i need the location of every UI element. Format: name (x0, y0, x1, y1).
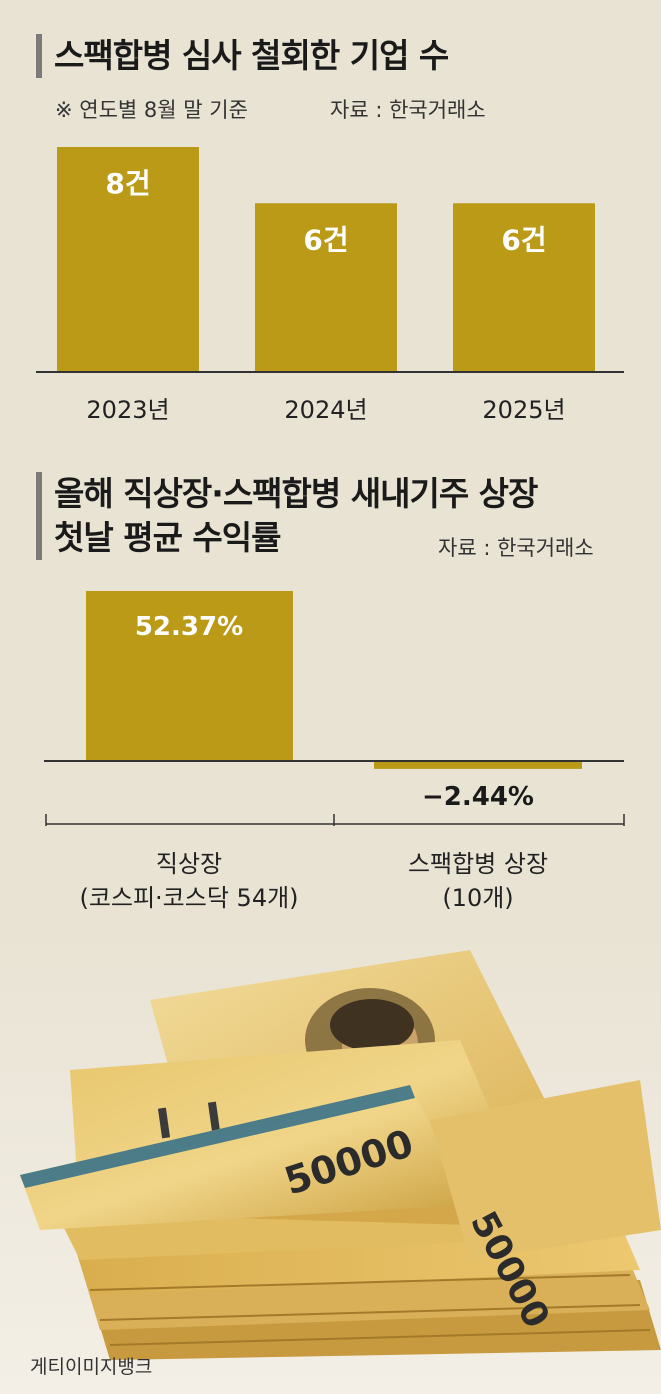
chart2-data-label-1: −2.44% (422, 782, 534, 812)
chart1-bar-1 (255, 203, 397, 372)
chart1-source: 자료 : 한국거래소 (330, 98, 486, 122)
chart2-title-line-2: 첫날 평균 수익률 (54, 518, 282, 557)
banknotes-photo: 50000 50000 (0, 930, 661, 1394)
chart2-plot: 52.37% 직상장 (코스피·코스닥 54개) −2.44% 스팩합병 상장 (10개) (44, 591, 625, 912)
chart2-category-label-0-1: (코스피·코스닥 54개) (79, 884, 298, 912)
chart1-data-label-1: 6건 (303, 223, 348, 256)
chart1-note: ※ 연도별 8월 말 기준 (55, 98, 248, 122)
chart1-data-label-2: 6건 (501, 223, 546, 256)
chart1-data-label-0: 8건 (105, 167, 150, 200)
chart1-title-text: 스팩합병 심사 철회한 기업 수 (54, 36, 449, 75)
chart1-bar-2 (453, 203, 595, 372)
chart1-plot: 8건 2023년 6건 2024년 6건 2025년 (36, 147, 624, 424)
chart1-category-label-2: 2025년 (482, 396, 565, 424)
chart2-source: 자료 : 한국거래소 (438, 536, 594, 560)
photo-credit: 게티이미지뱅크 (30, 1356, 153, 1378)
chart2-title: 올해 직상장·스팩합병 새내기주 상장 첫날 평균 수익률 (36, 472, 538, 560)
chart2-category-label-1-1: (10개) (442, 884, 513, 912)
chart1-title: 스팩합병 심사 철회한 기업 수 (36, 34, 449, 78)
chart1-bar-0 (57, 147, 199, 372)
chart2-bar-1 (374, 761, 582, 769)
chart2-data-label-0: 52.37% (135, 612, 243, 642)
banknote-front: 50000 (20, 1085, 470, 1230)
chart2-title-line-1: 올해 직상장·스팩합병 새내기주 상장 (54, 474, 538, 513)
chart2-category-label-0-0: 직상장 (156, 850, 222, 878)
chart1-category-label-1: 2024년 (284, 396, 367, 424)
chart2-bar-0 (86, 591, 293, 761)
chart2-category-label-1-0: 스팩합병 상장 (408, 850, 548, 878)
chart1-category-label-0: 2023년 (86, 396, 169, 424)
